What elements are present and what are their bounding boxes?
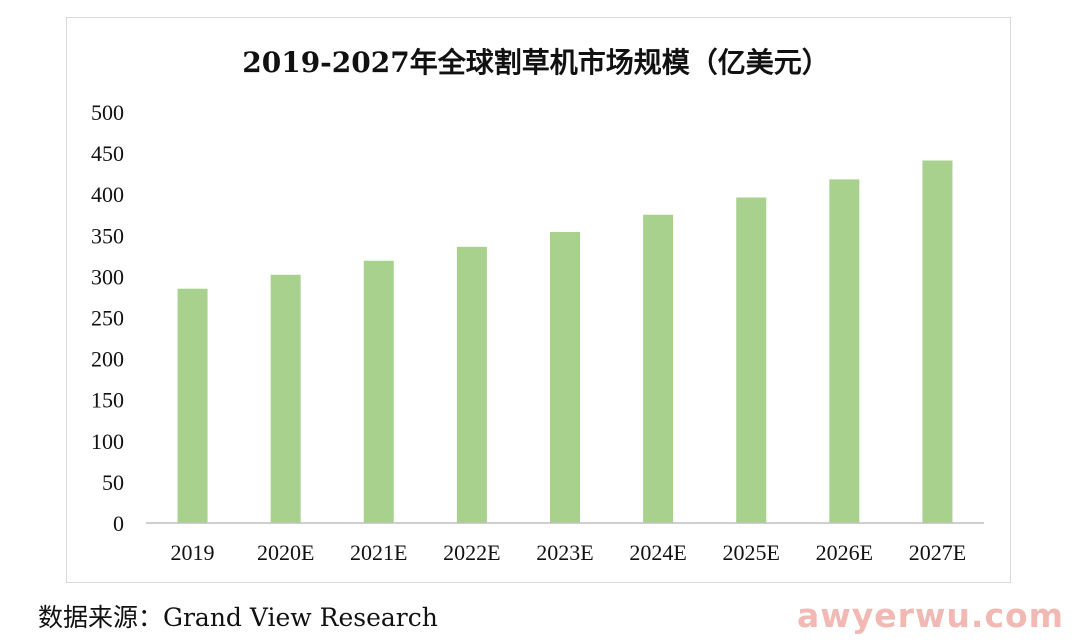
bars [177, 160, 953, 524]
source-note: 数据来源：Grand View Research [38, 603, 438, 632]
y-tick-label: 200 [91, 347, 124, 372]
y-tick-label: 300 [91, 264, 124, 289]
y-tick-label: 50 [102, 470, 124, 495]
y-axis-ticks: 0 50 100 150 200 250 300 350 400 450 500 [91, 100, 124, 536]
y-tick-label: 100 [91, 429, 124, 454]
x-tick-label: 2023E [536, 540, 593, 565]
bar [922, 160, 953, 524]
x-tick-label: 2019 [171, 540, 215, 565]
x-tick-label: 2026E [816, 540, 873, 565]
y-tick-label: 0 [113, 511, 124, 536]
bar [550, 232, 580, 523]
y-tick-label: 250 [91, 306, 124, 331]
x-tick-label: 2024E [629, 540, 686, 565]
bar [829, 179, 860, 524]
bar [270, 274, 301, 523]
watermark: awyerwu.com [797, 596, 1065, 635]
bar [177, 288, 208, 523]
x-axis-ticks: 2019 2020E 2021E 2022E 2023E 2024E 2025E 2026E 2… [171, 540, 967, 565]
chart-title: 2019-2027年全球割草机市场规模（亿美元） [242, 46, 829, 79]
bar [643, 214, 674, 523]
x-tick-label: 2020E [257, 540, 314, 565]
bar [363, 260, 394, 523]
x-tick-label: 2022E [443, 540, 500, 565]
y-tick-label: 450 [91, 141, 124, 166]
y-tick-label: 150 [91, 388, 124, 413]
y-tick-label: 400 [91, 182, 124, 207]
bar [736, 197, 767, 523]
x-tick-label: 2025E [722, 540, 779, 565]
y-tick-label: 350 [91, 223, 124, 248]
y-tick-label: 500 [91, 100, 124, 125]
bar [456, 246, 487, 524]
x-tick-label: 2021E [350, 540, 407, 565]
x-tick-label: 2027E [909, 540, 966, 565]
